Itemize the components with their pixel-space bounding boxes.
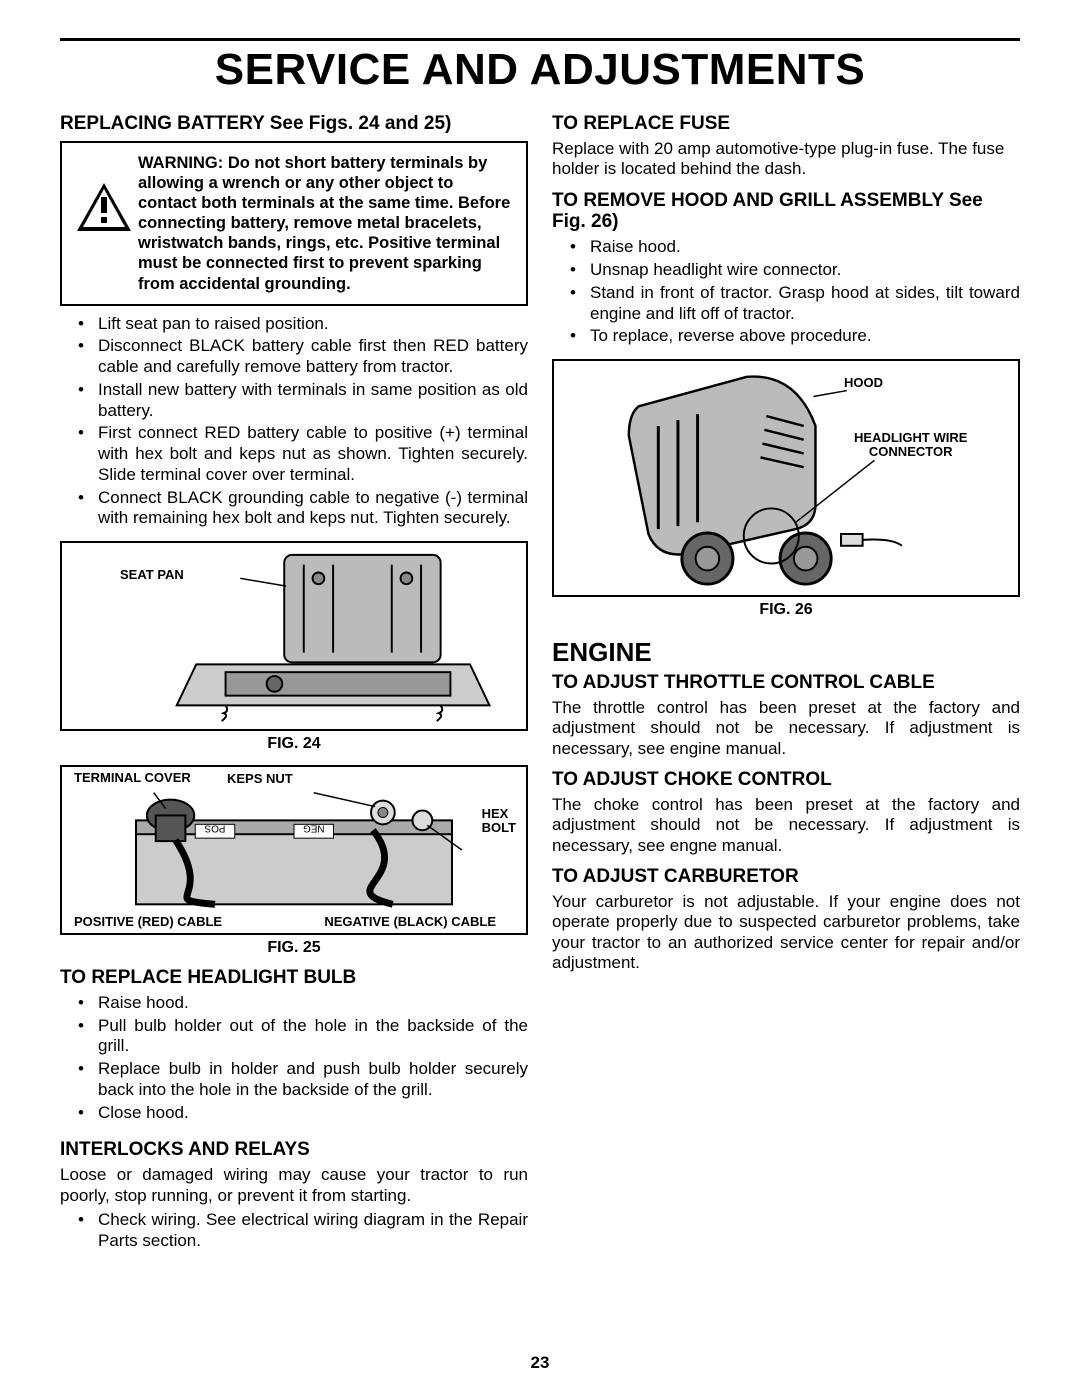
heading-fuse: TO REPLACE FUSE — [552, 113, 1020, 135]
label-headlight-wire: HEADLIGHT WIRECONNECTOR — [854, 431, 967, 458]
throttle-body: The throttle control has been preset at … — [552, 698, 1020, 759]
figure-25: POS NEG TERMINAL COVER KEPS N — [60, 765, 528, 935]
heading-interlocks: INTERLOCKS AND RELAYS — [60, 1139, 528, 1161]
battery-steps: Lift seat pan to raised position. Discon… — [60, 314, 528, 529]
list-item: Install new battery with terminals in sa… — [60, 380, 528, 421]
list-item: Close hood. — [60, 1103, 528, 1124]
svg-text:POS: POS — [204, 822, 225, 833]
interlocks-body: Loose or damaged wiring may cause your t… — [60, 1165, 528, 1206]
label-neg-cable: NEGATIVE (BLACK) CABLE — [324, 914, 496, 929]
label-hood: HOOD — [844, 375, 883, 390]
list-item: Replace bulb in holder and push bulb hol… — [60, 1059, 528, 1100]
figure-26: HOOD HEADLIGHT WIRECONNECTOR — [552, 359, 1020, 597]
heading-engine: ENGINE — [552, 637, 1020, 668]
label-keps-nut: KEPS NUT — [227, 771, 293, 786]
interlocks-steps: Check wiring. See electrical wiring diag… — [60, 1210, 528, 1251]
label-hex-bolt: HEXBOLT — [482, 807, 516, 834]
carb-body: Your carburetor is not adjustable. If yo… — [552, 892, 1020, 974]
page-number: 23 — [0, 1353, 1080, 1373]
list-item: Lift seat pan to raised position. — [60, 314, 528, 335]
heading-carb: TO ADJUST CARBURETOR — [552, 866, 1020, 888]
list-item: Disconnect BLACK battery cable first the… — [60, 336, 528, 377]
warning-text: WARNING: Do not short battery terminals … — [138, 153, 516, 294]
figure-24-caption: FIG. 24 — [60, 735, 528, 753]
right-column: TO REPLACE FUSE Replace with 20 amp auto… — [552, 103, 1020, 1255]
warning-icon — [70, 153, 138, 233]
left-column: REPLACING BATTERY See Figs. 24 and 25) W… — [60, 103, 528, 1255]
choke-body: The choke control has been preset at the… — [552, 795, 1020, 856]
list-item: Connect BLACK grounding cable to negativ… — [60, 488, 528, 529]
list-item: Check wiring. See electrical wiring diag… — [60, 1210, 528, 1251]
heading-headlight: TO REPLACE HEADLIGHT BULB — [60, 967, 528, 989]
list-item: Raise hood. — [552, 237, 1020, 258]
list-item: First connect RED battery cable to posit… — [60, 423, 528, 485]
content-columns: REPLACING BATTERY See Figs. 24 and 25) W… — [60, 103, 1020, 1255]
label-seat-pan: SEAT PAN — [120, 567, 184, 582]
svg-text:NEG: NEG — [303, 822, 324, 833]
top-rule — [60, 38, 1020, 41]
list-item: To replace, reverse above procedure. — [552, 326, 1020, 347]
label-pos-cable: POSITIVE (RED) CABLE — [74, 914, 222, 929]
list-item: Raise hood. — [60, 993, 528, 1014]
heading-choke: TO ADJUST CHOKE CONTROL — [552, 769, 1020, 791]
figure-24: SEAT PAN — [60, 541, 528, 731]
label-terminal-cover: TERMINAL COVER — [74, 771, 191, 785]
hood-steps: Raise hood. Unsnap headlight wire connec… — [552, 237, 1020, 347]
list-item: Unsnap headlight wire connector. — [552, 260, 1020, 281]
list-item: Pull bulb holder out of the hole in the … — [60, 1016, 528, 1057]
heading-throttle: TO ADJUST THROTTLE CONTROL CABLE — [552, 672, 1020, 694]
page-title: SERVICE AND ADJUSTMENTS — [60, 45, 1020, 95]
list-item: Stand in front of tractor. Grasp hood at… — [552, 283, 1020, 324]
fuse-body: Replace with 20 amp automotive-type plug… — [552, 139, 1020, 180]
headlight-steps: Raise hood. Pull bulb holder out of the … — [60, 993, 528, 1123]
figure-26-caption: FIG. 26 — [552, 601, 1020, 619]
warning-box: WARNING: Do not short battery terminals … — [60, 141, 528, 306]
heading-hood: TO REMOVE HOOD AND GRILL ASSEMBLY See Fi… — [552, 190, 1020, 234]
figure-25-caption: FIG. 25 — [60, 939, 528, 957]
heading-replacing-battery: REPLACING BATTERY See Figs. 24 and 25) — [60, 113, 528, 135]
